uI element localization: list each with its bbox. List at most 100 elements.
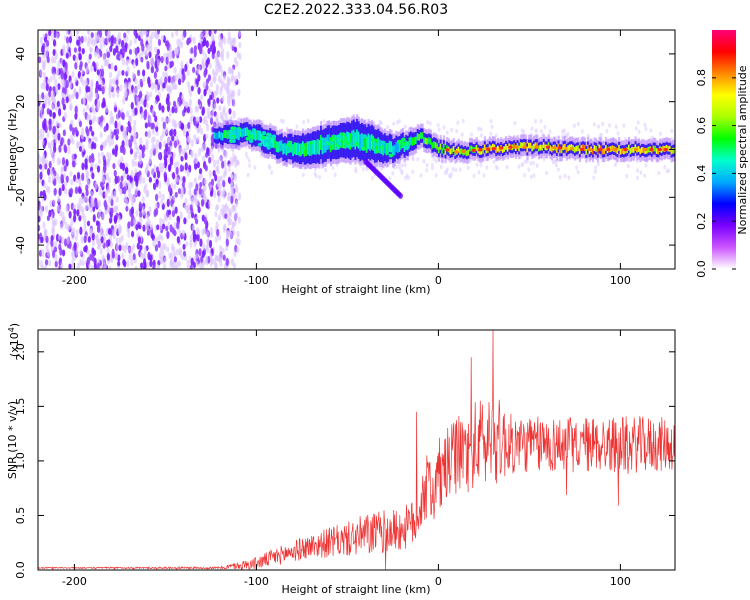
- noise-point: [133, 175, 137, 182]
- snr-frame: [37, 329, 676, 571]
- noise-point: [121, 140, 125, 148]
- colorbar-tick-label: 0.8: [695, 69, 708, 87]
- noise-point: [134, 151, 138, 159]
- ridge-blob: [268, 142, 273, 147]
- halo-point: [246, 172, 250, 178]
- ridge-core: [275, 141, 278, 153]
- ridge-core: [598, 144, 601, 151]
- ridge-core: [541, 144, 544, 151]
- noise-point: [198, 248, 202, 257]
- noise-point: [49, 200, 53, 208]
- noise-point: [56, 100, 60, 108]
- ridge-peak: [477, 148, 483, 152]
- ridge-peak: [557, 146, 563, 150]
- noise-point: [76, 171, 81, 180]
- noise-point: [120, 175, 124, 182]
- noise-point: [97, 152, 101, 158]
- noise-point: [190, 257, 194, 266]
- noise-point: [116, 243, 120, 252]
- ridge-core: [465, 150, 468, 157]
- halo-point: [659, 131, 662, 136]
- ridge-blob: [248, 139, 254, 144]
- ridge-core: [244, 127, 247, 137]
- noise-point: [96, 116, 100, 124]
- noise-point: [43, 36, 48, 43]
- noise-point: [51, 227, 55, 236]
- noise-point: [41, 248, 45, 258]
- noise-point: [178, 38, 182, 47]
- noise-point: [130, 135, 134, 143]
- noise-point: [97, 211, 101, 219]
- noise-point: [197, 86, 201, 95]
- colorbar-tick-label: 0.6: [695, 117, 708, 135]
- noise-point: [237, 216, 241, 224]
- ridge-core: [632, 147, 636, 153]
- ridge-core: [616, 148, 619, 155]
- noise-point: [66, 236, 70, 245]
- noise-point: [169, 156, 174, 163]
- noise-point: [38, 215, 41, 223]
- noise-point: [179, 211, 183, 220]
- noise-point: [51, 118, 55, 125]
- noise-point: [192, 234, 196, 243]
- noise-point: [71, 153, 75, 162]
- noise-point: [117, 223, 122, 233]
- ridge-core: [272, 136, 275, 148]
- noise-point: [162, 71, 166, 78]
- noise-point: [128, 115, 133, 124]
- noise-point: [155, 207, 159, 216]
- noise-point: [238, 42, 242, 49]
- noise-point: [210, 110, 214, 119]
- halo-point: [548, 129, 552, 134]
- noise-point: [154, 244, 159, 252]
- ridge-core: [429, 138, 432, 145]
- noise-point: [201, 250, 205, 259]
- ridge-core: [365, 136, 369, 153]
- ridge-core: [433, 141, 436, 148]
- noise-point: [154, 115, 158, 123]
- spectrogram-x-tick-label: 0: [435, 274, 442, 287]
- noise-point: [234, 75, 238, 83]
- noise-point: [130, 258, 134, 267]
- noise-point: [223, 223, 227, 231]
- noise-point: [222, 74, 227, 81]
- ridge-core: [483, 144, 487, 151]
- noise-point: [173, 128, 177, 137]
- halo-point: [267, 164, 271, 169]
- noise-point: [132, 253, 136, 261]
- ridge-core: [270, 136, 274, 148]
- noise-point: [56, 173, 60, 181]
- noise-point: [103, 126, 107, 133]
- noise-point: [79, 63, 83, 71]
- noise-point: [100, 68, 105, 77]
- noise-point: [188, 181, 192, 191]
- noise-point: [89, 253, 93, 261]
- ridge-core: [431, 142, 434, 149]
- noise-point: [132, 61, 136, 69]
- noise-point: [172, 100, 177, 107]
- noise-point: [175, 248, 179, 256]
- noise-point: [88, 53, 92, 60]
- ridge-core: [392, 145, 395, 157]
- ridge-core: [475, 145, 478, 151]
- noise-point: [108, 140, 112, 147]
- noise-point: [158, 190, 162, 199]
- halo-point: [567, 175, 571, 180]
- noise-point: [167, 209, 172, 216]
- noise-point: [63, 111, 68, 120]
- noise-point: [158, 223, 163, 232]
- noise-point: [134, 265, 138, 269]
- noise-point: [202, 63, 206, 71]
- noise-point: [205, 202, 209, 209]
- ridge-core: [262, 135, 265, 147]
- noise-point: [50, 56, 55, 64]
- noise-point: [54, 78, 58, 87]
- noise-point: [53, 133, 58, 140]
- noise-point: [208, 156, 212, 164]
- noise-point: [38, 134, 43, 141]
- noise-point: [65, 52, 69, 59]
- noise-point: [83, 221, 87, 228]
- ridge-core: [559, 147, 562, 154]
- noise-point: [134, 47, 138, 56]
- ridge-core: [496, 145, 500, 152]
